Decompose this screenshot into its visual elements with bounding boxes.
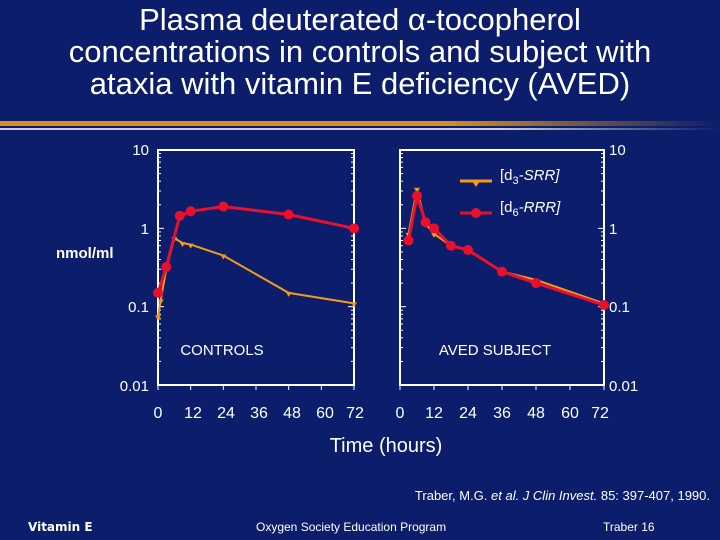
right-xtick-label-72: 72: [591, 405, 609, 422]
controls-d6-rrr-point: [161, 262, 172, 273]
controls-d3-srr-point: [220, 254, 227, 260]
right-xtick-label-36: 36: [493, 405, 511, 422]
left-ytick-label-0.1: 0.1: [128, 299, 149, 316]
left-xtick-label-0: 0: [154, 405, 163, 422]
controls-d3-srr-point: [187, 243, 194, 249]
aved-d6-rrr-point: [446, 240, 456, 251]
legend-d3-marker: [472, 181, 480, 187]
controls-d6-rrr-point: [185, 206, 196, 217]
title-alpha-symbol: α: [407, 2, 426, 37]
aved-d3-srr-point: [414, 187, 420, 193]
left-ytick-label-10: 10: [132, 142, 149, 159]
controls-d3-srr-point: [157, 299, 164, 305]
right-ytick-label-0.1: 0.1: [609, 299, 630, 316]
right-xtick-label-60: 60: [561, 405, 579, 422]
controls-d3-srr-point: [155, 315, 161, 321]
aved-d6-rrr-point: [429, 223, 439, 234]
aved-panel-label: AVED SUBJECT: [439, 342, 551, 359]
right-xtick-label-12: 12: [425, 405, 443, 422]
title-rule-light: [0, 128, 720, 130]
controls-d3-srr-line: [157, 236, 355, 317]
controls-d6-rrr-point: [174, 210, 185, 221]
footer-left: Vitamin E: [28, 520, 93, 534]
controls-d6-rrr-point: [218, 201, 229, 212]
aved-d6-rrr-point: [531, 278, 541, 289]
aved-d3-srr-point: [431, 232, 437, 238]
right-xtick-label-48: 48: [527, 405, 545, 422]
controls-d3-srr-point: [179, 241, 186, 247]
controls-d3-srr-point: [285, 291, 292, 297]
right-ytick-label-10: 10: [609, 142, 626, 159]
aved-d6-rrr-point: [463, 244, 473, 255]
title-line1-pre: Plasma deuterated: [139, 2, 408, 37]
series-group: [153, 187, 609, 321]
right-xtick-label-0: 0: [396, 405, 405, 422]
footer-right: Traber 16: [603, 520, 655, 534]
right-ytick-label-1: 1: [609, 221, 617, 238]
citation: Traber, M.G. et al. J Clin Invest. 85: 3…: [414, 488, 710, 503]
x-axis-label: Time (hours): [330, 435, 443, 457]
legend-d6-marker: [471, 208, 481, 218]
left-xtick-label-24: 24: [217, 405, 235, 422]
aved-d6-rrr-point: [497, 266, 507, 277]
controls-d6-rrr-point: [153, 287, 163, 298]
controls-d6-rrr-line: [156, 204, 355, 294]
y-axis-label: nmol/ml: [56, 245, 114, 262]
title-line1-post: -tocopherol: [425, 2, 581, 37]
axis-ticks: [157, 153, 605, 390]
legend-d3-label: [d3-SRR]: [500, 167, 560, 187]
left-ytick-label-0.01: 0.01: [120, 378, 149, 395]
controls-d6-rrr-point: [283, 209, 294, 220]
slide-title: Plasma deuterated α-tocopherol concentra…: [0, 4, 720, 100]
title-rule-accent: [0, 121, 720, 126]
aved-d6-rrr-point: [412, 190, 422, 201]
left-ytick-label-1: 1: [141, 221, 149, 238]
title-line3: ataxia with vitamin E deficiency (AVED): [89, 66, 631, 101]
right-ytick-label-0.01: 0.01: [609, 378, 638, 395]
legend-d6-label: [d6-RRR]: [500, 199, 561, 219]
right-xtick-label-24: 24: [459, 405, 477, 422]
controls-d6-rrr-point: [349, 223, 359, 234]
aved-d6-rrr-point: [420, 217, 431, 228]
left-xtick-label-48: 48: [283, 405, 301, 422]
left-xtick-label-12: 12: [184, 405, 202, 422]
title-line2: concentrations in controls and subject w…: [68, 34, 652, 69]
left-xtick-label-36: 36: [250, 405, 268, 422]
left-xtick-label-60: 60: [316, 405, 334, 422]
controls-d3-srr-point: [351, 302, 357, 308]
aved-d6-rrr-point: [403, 235, 414, 246]
controls-panel-label: CONTROLS: [180, 342, 263, 359]
aved-d6-rrr-point: [599, 300, 609, 311]
left-xtick-label-72: 72: [346, 405, 364, 422]
footer-center: Oxygen Society Education Program: [256, 520, 447, 534]
